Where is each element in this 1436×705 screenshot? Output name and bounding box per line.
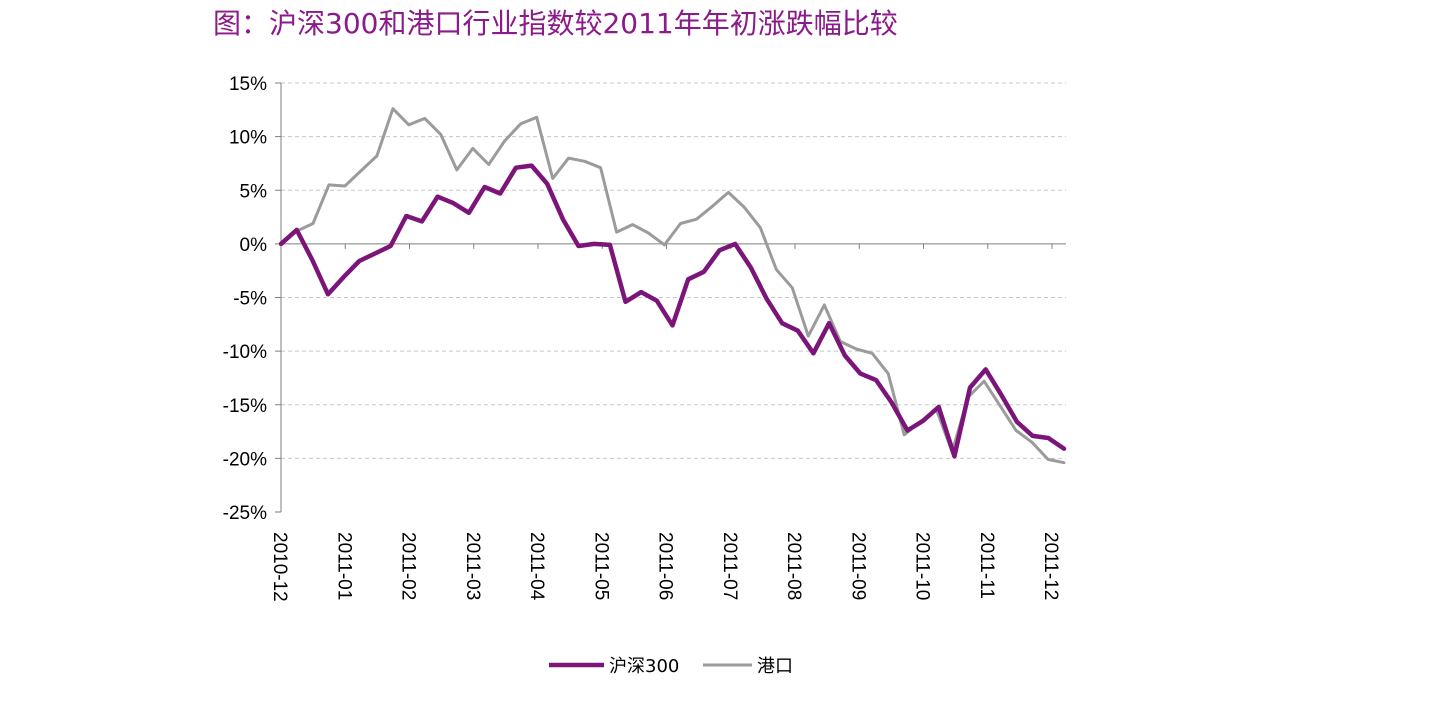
y-tick-label: 10% — [229, 128, 267, 149]
x-tick-label: 2011-01 — [333, 532, 354, 600]
x-tick-label: 2011-03 — [462, 532, 483, 600]
x-tick-label: 2011-10 — [912, 532, 933, 600]
y-tick-label: -20% — [223, 449, 267, 470]
x-tick-label: 2010-12 — [269, 532, 290, 602]
axes — [275, 82, 1066, 513]
chart-title: 图：沪深300和港口行业指数较2011年年初涨跌幅比较 — [213, 7, 898, 40]
x-tick-label: 2011-08 — [783, 532, 804, 600]
x-tick-label: 2011-06 — [655, 532, 676, 600]
y-axis-tick-labels: 15% 10% 5% 0% -5% -10% -15% -20% -25% — [223, 74, 267, 524]
y-tick-label: 5% — [240, 181, 268, 202]
legend-label-port: 港口 — [757, 656, 793, 677]
x-tick-label: 2011-07 — [719, 532, 740, 600]
y-tick-label: -25% — [223, 503, 267, 524]
y-tick-label: -10% — [223, 342, 267, 363]
x-tick-label: 2011-04 — [526, 532, 547, 601]
x-tick-label: 2011-09 — [847, 532, 868, 600]
x-axis-tick-labels: 2010-12 2011-01 2011-02 2011-03 2011-04 2011-… — [269, 532, 1061, 602]
legend-label-hs300: 沪深300 — [609, 656, 679, 677]
y-tick-label: 15% — [229, 74, 267, 95]
y-tick-label: -5% — [233, 289, 267, 310]
x-tick-label: 2011-11 — [976, 532, 997, 599]
y-tick-label: -15% — [223, 396, 267, 417]
y-tick-label: 0% — [240, 235, 268, 256]
series-line-port — [279, 107, 1066, 465]
gridlines — [281, 82, 1066, 459]
x-tick-label: 2011-02 — [398, 532, 419, 600]
series-lines — [278, 107, 1067, 465]
x-tick-label: 2011-12 — [1040, 532, 1061, 600]
x-tick-label: 2011-05 — [590, 532, 611, 600]
series-line-hs300 — [278, 163, 1067, 459]
legend: 沪深300 港口 — [549, 656, 793, 677]
